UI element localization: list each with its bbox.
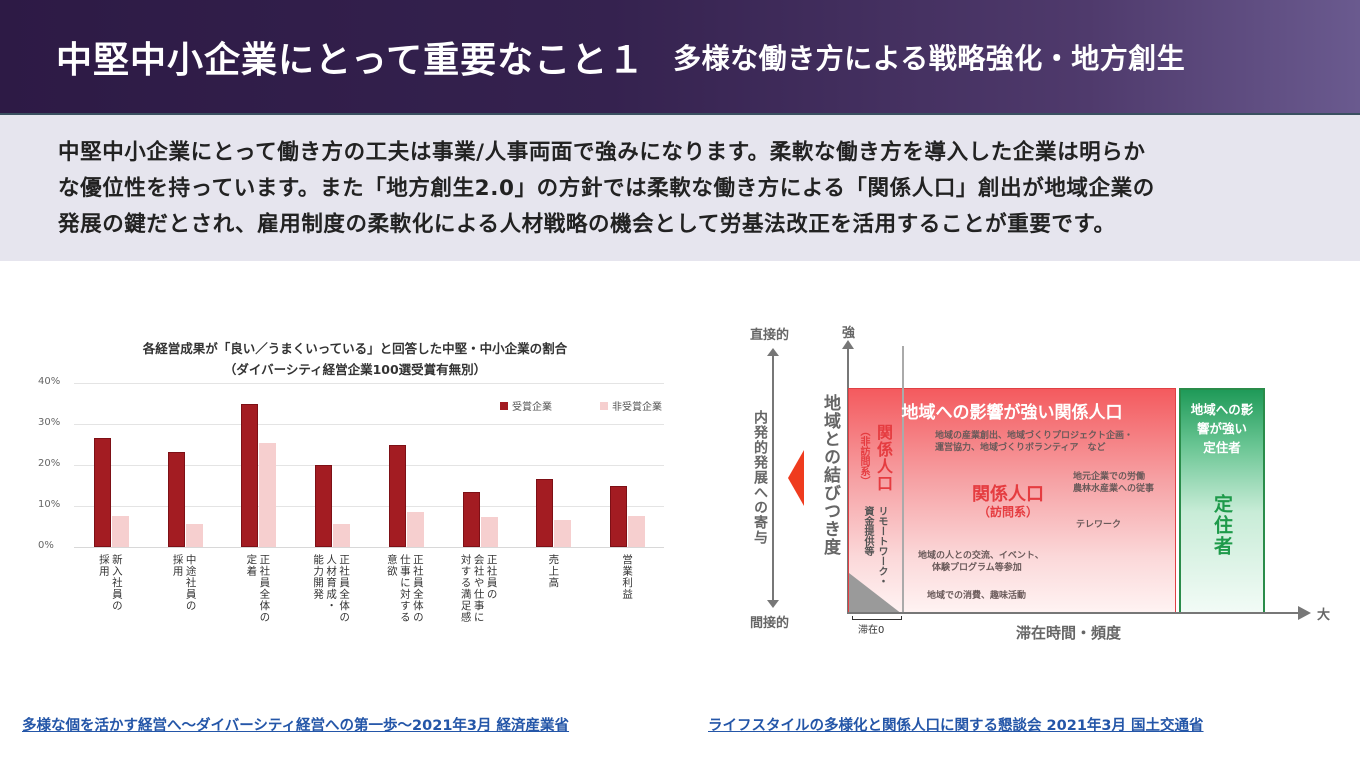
bar-not-awarded (406, 512, 424, 547)
x-tick-label: 売上高 (547, 554, 560, 589)
stay-zero-bracket (852, 616, 902, 620)
non-visit-subtitle: （非訪問系） (858, 426, 869, 486)
gridline (74, 465, 664, 466)
relationship-population-diagram: 直接的 間接的 内発的発展への寄与 強 地域との結びつき度 地域への影響が強い関… (740, 310, 1340, 650)
settler-label: 定住者 (1211, 494, 1233, 557)
bar-awarded (610, 485, 628, 547)
x-tick-label: 中途社員の 採用 (171, 554, 197, 612)
note-telework: テレワーク (1076, 520, 1122, 530)
source-link-mlit[interactable]: ライフスタイルの多様化と関係人口に関する懇談会 2021年3月 国土交通省 (708, 718, 1204, 734)
y-axis-arrow-icon (842, 340, 854, 349)
bar-not-awarded (480, 517, 498, 547)
left-axis-bottom-label: 間接的 (750, 616, 790, 631)
bar-awarded (93, 437, 111, 547)
settler-box-title: 地域への影 響が強い 定住者 (1179, 400, 1265, 457)
intro-panel: 中堅中小企業にとって働き方の工夫は事業/人事両面で強みになります。柔軟な働き方を… (0, 115, 1360, 261)
x-axis-end-label: 大 (1317, 608, 1331, 623)
chart-plot-area: 40% 30% 20% 10% 0% (38, 376, 664, 551)
x-tick-label: 正社員全体の 定着 (245, 554, 271, 623)
left-double-arrow-line (772, 352, 774, 604)
chart-subtitle: （ダイバーシティ経営企業100選受賞有無別） (223, 362, 487, 377)
bar-not-awarded (259, 443, 277, 547)
arrow-up-icon (767, 348, 779, 356)
x-axis-arrow-icon (1298, 606, 1311, 620)
gridline (74, 424, 664, 425)
note-labor-line-1: 地元企業での労働 (1073, 472, 1146, 482)
intro-line-2: な優位性を持っています。また「地方創生2.0」の方針では柔軟な働き方による「関係… (58, 176, 1155, 201)
x-tick-label: 正社員全体の 人材育成・ 能力開発 (312, 554, 351, 623)
bar-awarded (388, 444, 406, 547)
gridline (74, 506, 664, 507)
y-axis-label: 地域との結びつき度 (820, 394, 840, 556)
x-tick-label: 営業利益 (621, 554, 634, 600)
stay-zero-label: 滞在0 (858, 625, 885, 636)
intro-line-3: 発展の鍵だとされ、雇用制度の柔軟化による人材戦略の機会として労基法改正を活用する… (58, 212, 1116, 237)
slide-subtitle: 多様な働き方による戦略強化・地方創生 (673, 41, 1186, 75)
source-link-meti[interactable]: 多様な個を活かす経営へ～ダイバーシティ経営への第一歩～2021年3月 経済産業省 (22, 718, 570, 734)
bar-awarded (167, 451, 185, 547)
slide-header: 中堅中小企業にとって重要なこと１ 多様な働き方による戦略強化・地方創生 (0, 0, 1360, 115)
stay-zero-triangle (849, 573, 902, 614)
note-exchange-line-2: 体験プログラム等参加 (932, 563, 1022, 573)
settler-title-line: 地域への影 (1190, 402, 1254, 417)
bar-not-awarded (185, 524, 203, 547)
non-visit-desc-2: 資金提供等 (862, 506, 873, 556)
settler-title-line: 定住者 (1203, 440, 1241, 455)
bar-not-awarded (333, 524, 351, 547)
x-tick-label: 正社員全体の 仕事に対する 意欲 (385, 554, 424, 623)
arrow-down-icon (767, 600, 779, 608)
note-labor-line-2: 農林水産業への従事 (1073, 484, 1155, 494)
bar-awarded (315, 465, 333, 547)
slide-title: 中堅中小企業にとって重要なこと１ (56, 39, 646, 81)
y-tick-label: 0% (38, 540, 54, 551)
x-axis-line (847, 612, 1299, 614)
intro-line-1: 中堅中小企業にとって働き方の工夫は事業/人事両面で強みになります。柔軟な働き方を… (58, 140, 1146, 165)
note-exchange-line-1: 地域の人との交流、イベント、 (918, 551, 1044, 561)
red-box-title: 地域への影響が強い関係人口 (901, 403, 1123, 423)
zero-stay-divider (902, 346, 904, 614)
left-pointer-triangle-icon (788, 450, 804, 506)
chart-title: 各経営成果が「良い／うまくいっている」と回答した中堅・中小企業の割合 (142, 341, 568, 356)
y-tick-label: 40% (38, 376, 61, 387)
x-tick-label: 正社員の 会社や仕事に 対する満足感 (459, 554, 498, 623)
y-axis-top-label: 強 (842, 326, 856, 341)
legend-label: 受賞企業 (512, 402, 552, 413)
note-industry-line-1: 地域の産業創出、地域づくりプロジェクト企画・ (935, 431, 1134, 441)
bar-awarded (241, 403, 259, 547)
settler-title-line: 響が強い (1196, 421, 1247, 436)
y-tick-label: 30% (38, 417, 61, 428)
non-visit-desc-1: リモートワーク・ (876, 506, 887, 586)
x-tick-label: 新入社員の 採用 (97, 554, 123, 612)
y-tick-label: 20% (38, 458, 61, 469)
bar-chart: 各経営成果が「良い／うまくいっている」と回答した中堅・中小企業の割合 （ダイバー… (30, 330, 680, 660)
note-industry-line-2: 運営協力、地域づくりボランティア など (935, 443, 1106, 453)
visit-title: 関係人口 (972, 484, 1044, 505)
y-tick-label: 10% (38, 499, 61, 510)
bar-not-awarded (554, 520, 572, 547)
x-axis-line (74, 547, 664, 548)
gridline (74, 383, 664, 384)
note-consume: 地域での消費、趣味活動 (927, 591, 1027, 601)
settler-box (1179, 388, 1265, 614)
x-axis-label: 滞在時間・頻度 (1016, 624, 1122, 642)
left-axis-top-label: 直接的 (750, 328, 790, 343)
legend-swatch (600, 401, 608, 410)
bar-awarded (462, 492, 480, 547)
legend-item-awarded: 受賞企業 (500, 398, 552, 413)
legend-label: 非受賞企業 (612, 402, 662, 413)
legend-swatch (500, 401, 508, 410)
non-visit-title: 関係人口 (874, 424, 893, 492)
bar-not-awarded (111, 516, 129, 547)
bar-not-awarded (628, 515, 646, 547)
visit-subtitle: （訪問系） (978, 505, 1039, 519)
left-axis-label: 内発的発展への寄与 (750, 406, 770, 549)
legend-item-not-awarded: 非受賞企業 (600, 398, 662, 413)
bar-awarded (536, 478, 554, 547)
